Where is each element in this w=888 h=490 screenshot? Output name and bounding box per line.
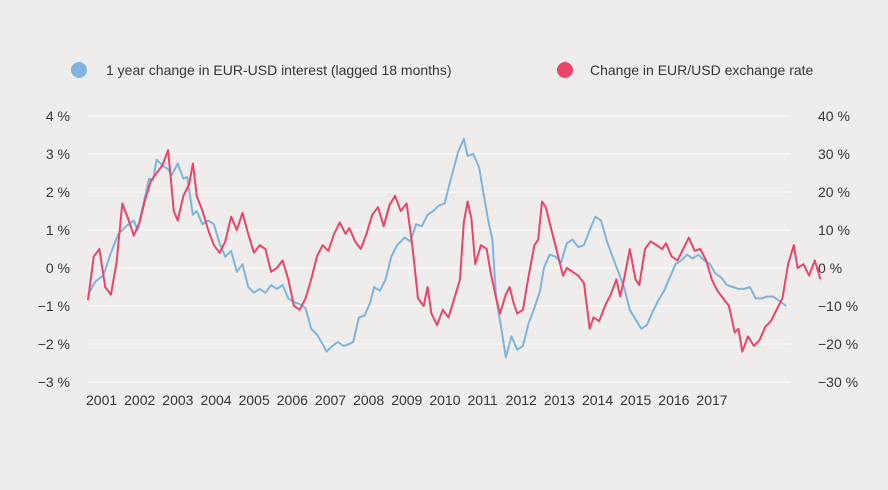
y-axis-left: 4 % 3 % 2 % 1 % 0 % −1 % −2 % −3 % [38, 108, 70, 390]
gridlines [88, 115, 790, 383]
legend-item-exchange: Change in EUR/USD exchange rate [557, 62, 814, 78]
x-tick-label: 2001 [86, 392, 117, 408]
x-tick-label: 2015 [620, 392, 651, 408]
y-left-tick-label: 2 % [46, 184, 70, 200]
x-tick-label: 2004 [200, 392, 231, 408]
y-right-tick-label: −20 % [818, 336, 858, 352]
y-right-tick-label: −30 % [818, 374, 858, 390]
y-axis-right: 40 % 30 % 20 % 10 % 0 % −10 % −20 % −30 % [818, 108, 858, 390]
y-right-tick-label: 0 % [818, 260, 842, 276]
legend-swatch-exchange [557, 62, 573, 78]
y-right-tick-label: 20 % [818, 184, 850, 200]
legend-item-interest: 1 year change in EUR-USD interest (lagge… [71, 62, 452, 78]
y-right-tick-label: −10 % [818, 298, 858, 314]
x-tick-label: 2003 [162, 392, 193, 408]
x-tick-label: 2013 [544, 392, 575, 408]
x-tick-label: 2002 [124, 392, 155, 408]
y-left-tick-label: 1 % [46, 222, 70, 238]
y-left-tick-label: 3 % [46, 146, 70, 162]
y-left-tick-label: 0 % [46, 260, 70, 276]
series-line-exchange [87, 149, 822, 353]
y-left-tick-label: −2 % [38, 336, 70, 352]
y-left-tick-label: 4 % [46, 108, 70, 124]
legend-label-interest: 1 year change in EUR-USD interest (lagge… [106, 62, 452, 78]
x-tick-label: 2006 [277, 392, 308, 408]
legend-label-exchange: Change in EUR/USD exchange rate [590, 62, 814, 78]
x-tick-label: 2014 [582, 392, 613, 408]
x-tick-label: 2005 [239, 392, 270, 408]
plot-area [87, 137, 822, 359]
x-tick-label: 2007 [315, 392, 346, 408]
legend-swatch-interest [71, 62, 87, 78]
y-left-tick-label: −1 % [38, 298, 70, 314]
y-right-tick-label: 40 % [818, 108, 850, 124]
x-tick-label: 2009 [391, 392, 422, 408]
y-right-tick-label: 30 % [818, 146, 850, 162]
y-left-tick-label: −3 % [38, 374, 70, 390]
y-right-tick-label: 10 % [818, 222, 850, 238]
x-tick-label: 2008 [353, 392, 384, 408]
x-tick-label: 2017 [696, 392, 727, 408]
x-axis: 2001 2002 2003 2004 2005 2006 2007 2008 2009 2010… [86, 392, 728, 408]
legend: 1 year change in EUR-USD interest (lagge… [71, 62, 814, 78]
x-tick-label: 2012 [506, 392, 537, 408]
x-tick-label: 2010 [429, 392, 460, 408]
x-tick-label: 2016 [658, 392, 689, 408]
x-tick-label: 2011 [468, 392, 498, 408]
